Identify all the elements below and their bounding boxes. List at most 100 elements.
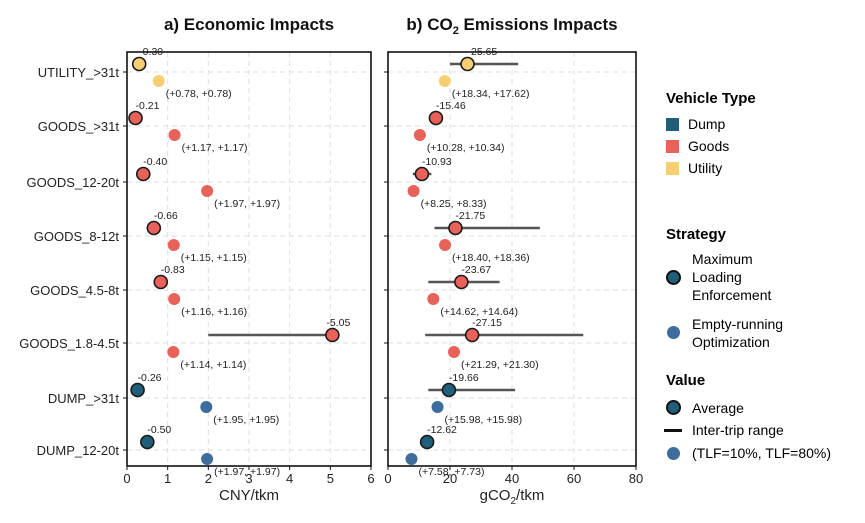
optimization-point	[413, 129, 426, 141]
average-label: -0.21	[136, 100, 160, 112]
optimization-label: (+1.97, +1.97)	[214, 466, 280, 478]
average-label: -15.46	[436, 100, 466, 112]
average-point	[419, 434, 435, 450]
optimization-label: (+1.14, +1.14)	[180, 359, 246, 371]
average-point	[140, 434, 155, 450]
optimization-label: (+1.97, +1.97)	[214, 198, 280, 210]
y-tick-label: GOODS_>31t	[38, 119, 120, 134]
y-tick-label: GOODS_8-12t	[34, 229, 120, 244]
x-tick-label: 60	[567, 471, 581, 486]
optimization-label: (+1.17, +1.17)	[182, 142, 248, 154]
y-tick-label: GOODS_4.5-8t	[30, 283, 119, 298]
average-point	[128, 110, 143, 126]
legend-label-tlf: (TLF=10%, TLF=80%)	[692, 445, 832, 461]
x-tick-label: 2	[205, 471, 212, 486]
optimization-point	[201, 453, 214, 465]
average-point	[130, 382, 145, 398]
average-point	[146, 220, 162, 236]
legend-label-range: Inter-trip range	[692, 422, 784, 438]
legend-marker-empty-running	[667, 326, 680, 339]
optimization-label: (+10.28, +10.34)	[427, 142, 505, 154]
optimization-label: (+14.62, +14.64)	[440, 306, 518, 318]
average-point	[153, 274, 169, 290]
average-point	[131, 56, 147, 72]
y-tick-label: UTILITY_>31t	[38, 65, 120, 80]
x-axis-label: CNY/tkm	[219, 487, 279, 504]
average-label: -10.93	[422, 156, 452, 168]
x-axis-label: gCO2/tkm	[480, 487, 545, 507]
average-point	[454, 274, 469, 290]
legend-marker-max-loading	[666, 270, 681, 285]
optimization-label: (+15.98, +15.98)	[445, 414, 523, 426]
x-tick-label: 5	[327, 471, 334, 486]
average-point	[441, 382, 457, 398]
optimization-label: (+1.95, +1.95)	[213, 414, 279, 426]
legend-swatch-goods	[666, 140, 679, 153]
chart-title: a) Economic Impacts	[164, 15, 334, 34]
x-tick-label: 20	[443, 471, 457, 486]
legend-label-goods: Goods	[688, 138, 730, 154]
optimization-label: (+0.78, +0.78)	[166, 88, 232, 100]
optimization-point	[439, 239, 452, 251]
average-label: -25.65	[468, 46, 498, 58]
optimization-label: (+7.58, +7.73)	[418, 466, 484, 478]
x-tick-label: 0	[123, 471, 130, 486]
average-label: -0.66	[154, 210, 178, 222]
legend-vehicle-type-title: Vehicle Type	[666, 90, 756, 107]
average-label: -19.66	[449, 372, 479, 384]
legend-value-title: Value	[666, 372, 706, 389]
y-tick-label: DUMP_>31t	[48, 391, 120, 406]
average-label: -12.62	[427, 424, 457, 436]
chart-title: b) CO2 Emissions Impacts	[406, 15, 617, 37]
average-label: -23.67	[461, 264, 491, 276]
optimization-point	[427, 293, 440, 305]
legend-label-empty-running-1: Empty-running	[692, 316, 784, 332]
legend-label-max-loading-1: Maximum	[692, 251, 753, 267]
x-tick-label: 3	[245, 471, 252, 486]
average-label: -0.40	[143, 156, 167, 168]
y-tick-label: DUMP_12-20t	[37, 443, 120, 458]
legend-swatch-dump	[666, 118, 679, 131]
average-label: -21.75	[455, 210, 485, 222]
optimization-point	[405, 453, 418, 465]
average-point	[325, 327, 340, 343]
optimization-point	[447, 346, 460, 358]
optimization-point	[167, 346, 180, 358]
average-point	[428, 110, 444, 126]
optimization-point	[407, 185, 420, 197]
optimization-point	[167, 239, 180, 251]
average-point	[448, 220, 463, 236]
legend-label-utility: Utility	[688, 160, 723, 176]
legend-label-empty-running-2: Optimization	[692, 334, 770, 350]
average-point	[464, 327, 480, 343]
legend-label-average: Average	[692, 400, 744, 416]
legend-label-max-loading-3: Enforcement	[692, 287, 772, 303]
average-label: -5.05	[326, 317, 350, 329]
optimization-point	[201, 185, 214, 197]
optimization-point	[168, 293, 181, 305]
y-tick-label: GOODS_1.8-4.5t	[19, 336, 119, 351]
x-tick-label: 80	[629, 471, 643, 486]
optimization-point	[152, 75, 165, 87]
optimization-label: (+1.15, +1.15)	[181, 252, 247, 264]
average-label: -0.83	[161, 264, 185, 276]
legend-label-max-loading-2: Loading	[692, 269, 742, 285]
optimization-point	[431, 401, 444, 413]
average-label: -0.30	[139, 46, 163, 58]
average-label: -0.26	[138, 372, 162, 384]
legend-strategy-title: Strategy	[666, 226, 727, 243]
average-point	[135, 166, 151, 182]
optimization-point	[168, 129, 181, 141]
legend-marker-tlf	[667, 447, 680, 460]
optimization-label: (+1.16, +1.16)	[181, 306, 247, 318]
average-point	[460, 56, 475, 72]
average-point	[414, 166, 430, 182]
x-tick-label: 0	[384, 471, 391, 486]
average-label: -27.15	[472, 317, 502, 329]
x-tick-label: 6	[367, 471, 374, 486]
x-tick-label: 1	[164, 471, 171, 486]
legend-label-dump: Dump	[688, 116, 726, 132]
optimization-label: (+18.40, +18.36)	[452, 252, 530, 264]
y-tick-label: GOODS_12-20t	[27, 175, 120, 190]
